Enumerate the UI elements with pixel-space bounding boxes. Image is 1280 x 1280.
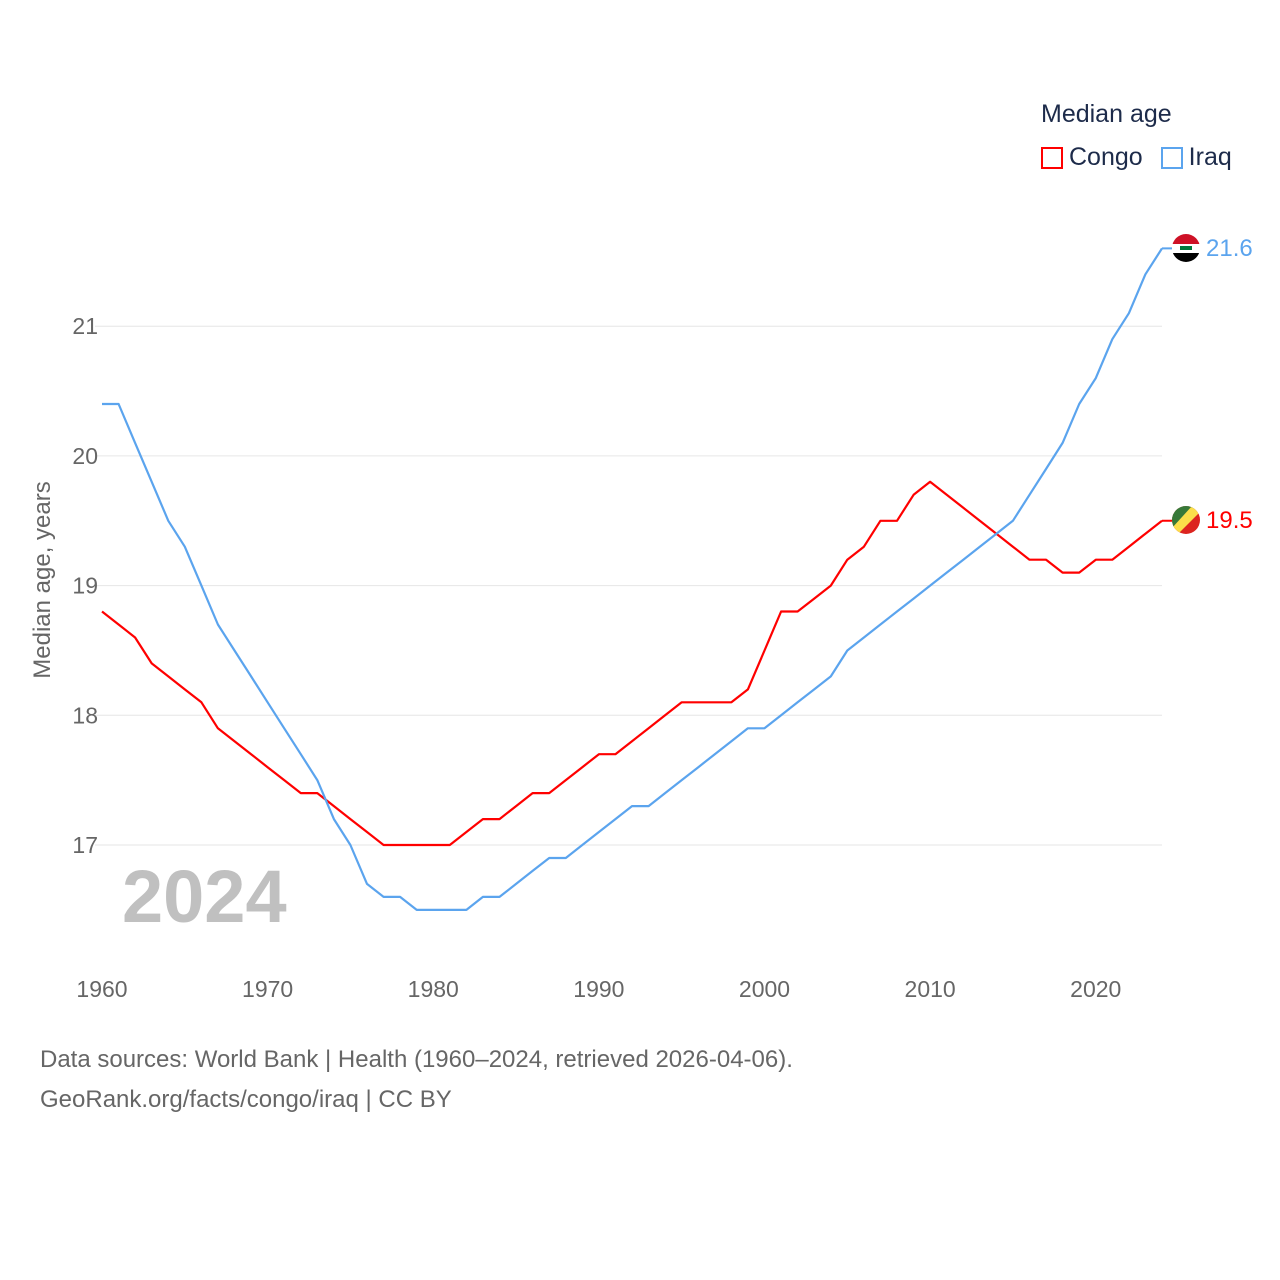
year-watermark: 2024 bbox=[122, 855, 287, 938]
legend-title: Median age bbox=[1041, 100, 1172, 128]
congo-flag-icon bbox=[1172, 506, 1200, 534]
end-value-label-congo: 19.5 bbox=[1206, 507, 1253, 534]
y-tick-label: 17 bbox=[72, 832, 98, 858]
x-tick-label: 2020 bbox=[1070, 976, 1121, 1002]
x-tick-label: 1980 bbox=[408, 976, 459, 1002]
end-value-label-iraq: 21.6 bbox=[1206, 235, 1253, 262]
legend-label-iraq[interactable]: Iraq bbox=[1188, 143, 1232, 171]
x-tick-label: 1990 bbox=[573, 976, 624, 1002]
legend-swatch-congo bbox=[1041, 146, 1063, 169]
x-tick-label: 1970 bbox=[242, 976, 293, 1002]
y-tick-label: 18 bbox=[72, 702, 98, 728]
y-tick-label: 19 bbox=[72, 573, 98, 599]
y-axis-label: Median age, years bbox=[29, 481, 56, 678]
series-line-iraq bbox=[102, 247, 1163, 912]
x-tick-label: 2010 bbox=[905, 976, 956, 1002]
y-tick-label: 20 bbox=[72, 443, 98, 469]
legend-label-congo[interactable]: Congo bbox=[1069, 143, 1143, 171]
iraq-flag-icon bbox=[1172, 234, 1200, 262]
legend-swatch-iraq bbox=[1160, 146, 1183, 169]
footer-sources: Data sources: World Bank | Health (1960–… bbox=[40, 1046, 793, 1073]
footer-link[interactable]: GeoRank.org/facts/congo/iraq | CC BY bbox=[40, 1086, 452, 1113]
y-tick-label: 21 bbox=[72, 313, 98, 339]
x-tick-label: 2000 bbox=[739, 976, 790, 1002]
x-tick-label: 1960 bbox=[76, 976, 127, 1002]
series-line-congo bbox=[101, 480, 1163, 847]
legend: Congo Iraq bbox=[1041, 143, 1232, 172]
